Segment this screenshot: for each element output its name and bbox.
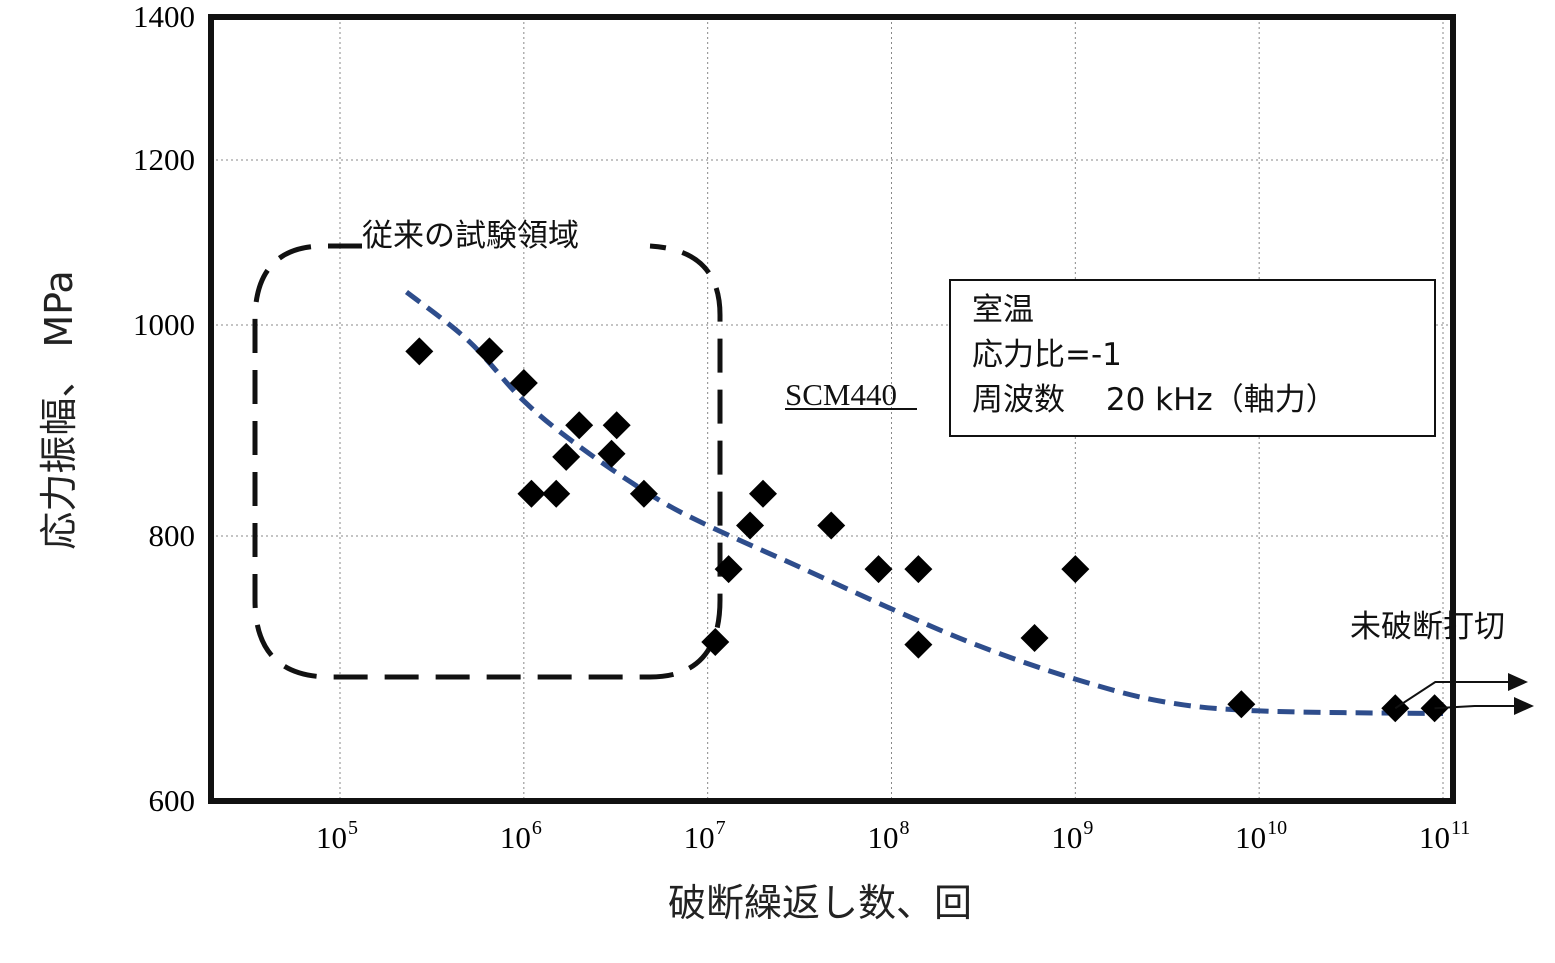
diamond-marker bbox=[597, 439, 626, 468]
x-tick-labels: 10 5 10 6 10 7 10 8 10 9 10 10 10 11 bbox=[316, 817, 1470, 855]
diamond-marker bbox=[817, 511, 846, 540]
x-tick-exponent: 6 bbox=[532, 817, 542, 839]
y-tick-label: 1000 bbox=[133, 307, 195, 342]
x-tick-exponent: 11 bbox=[1451, 817, 1470, 839]
diamond-marker bbox=[736, 511, 765, 540]
diamond-marker bbox=[1020, 624, 1049, 653]
diamond-marker bbox=[542, 479, 571, 508]
y-axis-title: 応力振幅、 MPa bbox=[37, 270, 81, 549]
diamond-marker bbox=[864, 555, 893, 584]
y-tick-label: 1400 bbox=[133, 0, 195, 34]
diamond-marker bbox=[904, 630, 933, 659]
diamond-marker bbox=[517, 479, 546, 508]
x-tick-label: 10 bbox=[1419, 820, 1450, 855]
x-tick-label: 10 bbox=[868, 820, 899, 855]
diamond-marker bbox=[552, 442, 581, 471]
condition-frequency: 周波数 20 kHz（軸力） bbox=[972, 382, 1337, 418]
plot-frame bbox=[208, 14, 1456, 804]
x-tick-exponent: 8 bbox=[900, 817, 910, 839]
x-tick-label: 10 bbox=[316, 820, 347, 855]
y-tick-labels: 600 800 1000 1200 1400 bbox=[133, 0, 195, 818]
condition-temperature: 室温 bbox=[972, 292, 1034, 328]
diamond-marker bbox=[629, 479, 658, 508]
conventional-region-box bbox=[252, 243, 723, 680]
material-label: SCM440 bbox=[785, 377, 897, 412]
diamond-marker bbox=[714, 555, 743, 584]
data-points bbox=[405, 337, 1449, 723]
x-tick-exponent: 9 bbox=[1083, 817, 1093, 839]
runout-arrow-head bbox=[1508, 673, 1528, 691]
diamond-marker bbox=[1061, 555, 1090, 584]
diamond-marker bbox=[509, 369, 538, 398]
x-axis-title: 破断繰返し数、回 bbox=[668, 881, 972, 925]
trend-line bbox=[404, 290, 1444, 717]
diamond-marker bbox=[565, 411, 594, 440]
diamond-marker bbox=[602, 411, 631, 440]
runout-arrow-line bbox=[1434, 705, 1516, 710]
x-tick-label: 10 bbox=[1051, 820, 1082, 855]
condition-stress-ratio: 応力比=-1 bbox=[972, 337, 1122, 373]
x-tick-exponent: 7 bbox=[716, 817, 726, 839]
runout-arrow-head bbox=[1514, 697, 1534, 715]
y-tick-label: 1200 bbox=[133, 142, 195, 177]
runout-label: 未破断打切 bbox=[1350, 609, 1505, 645]
diamond-marker bbox=[904, 555, 933, 584]
diamond-marker bbox=[749, 479, 778, 508]
x-tick-label: 10 bbox=[1235, 820, 1266, 855]
x-tick-exponent: 5 bbox=[348, 817, 358, 839]
diamond-marker bbox=[475, 337, 504, 366]
diamond-marker bbox=[1227, 690, 1256, 719]
x-tick-label: 10 bbox=[684, 820, 715, 855]
x-tick-label: 10 bbox=[500, 820, 531, 855]
diamond-marker bbox=[701, 628, 730, 656]
x-tick-exponent: 10 bbox=[1267, 817, 1287, 839]
runout-arrow-line bbox=[1394, 681, 1510, 710]
diamond-marker bbox=[405, 337, 434, 366]
conventional-region-label: 従来の試験領域 bbox=[362, 218, 579, 254]
y-tick-label: 600 bbox=[149, 783, 196, 818]
y-tick-label: 800 bbox=[149, 518, 196, 553]
runout-arrows bbox=[1394, 673, 1534, 715]
conditions-box bbox=[949, 279, 1436, 437]
